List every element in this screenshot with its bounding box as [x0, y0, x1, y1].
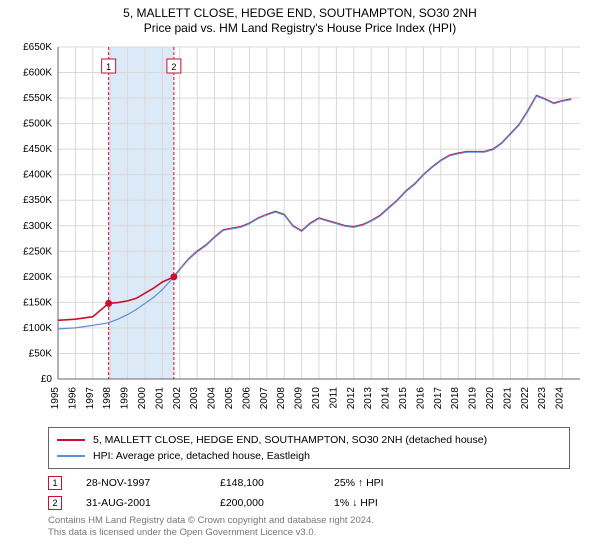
legend-label-hpi: HPI: Average price, detached house, East…	[93, 450, 310, 462]
legend-label-property: 5, MALLETT CLOSE, HEDGE END, SOUTHAMPTON…	[93, 434, 487, 446]
svg-text:2022: 2022	[520, 387, 531, 410]
svg-text:2019: 2019	[468, 387, 479, 410]
marker-hpi-2: 1% ↓ HPI	[334, 497, 424, 509]
svg-text:2004: 2004	[207, 387, 218, 410]
svg-text:1999: 1999	[120, 387, 131, 410]
svg-text:£400K: £400K	[23, 170, 52, 181]
svg-text:£450K: £450K	[23, 144, 52, 155]
marker-price-2: £200,000	[220, 497, 310, 509]
svg-text:£300K: £300K	[23, 221, 52, 232]
svg-text:£50K: £50K	[29, 348, 53, 359]
svg-text:2008: 2008	[276, 387, 287, 410]
title-address: 5, MALLETT CLOSE, HEDGE END, SOUTHAMPTON…	[8, 6, 592, 20]
marker-box-2: 2	[48, 496, 62, 510]
svg-text:2018: 2018	[450, 387, 461, 410]
legend-box: 5, MALLETT CLOSE, HEDGE END, SOUTHAMPTON…	[48, 427, 570, 469]
svg-text:2009: 2009	[294, 387, 305, 410]
svg-text:£650K: £650K	[23, 42, 52, 53]
marker-box-1: 1	[48, 476, 62, 490]
title-block: 5, MALLETT CLOSE, HEDGE END, SOUTHAMPTON…	[0, 0, 600, 37]
chart-container: 5, MALLETT CLOSE, HEDGE END, SOUTHAMPTON…	[0, 0, 600, 560]
svg-text:2023: 2023	[537, 387, 548, 410]
legend-row-property: 5, MALLETT CLOSE, HEDGE END, SOUTHAMPTON…	[57, 432, 561, 448]
svg-text:£200K: £200K	[23, 272, 52, 283]
marker-row-1: 1 28-NOV-1997 £148,100 25% ↑ HPI	[48, 473, 570, 493]
svg-text:2005: 2005	[224, 387, 235, 410]
svg-text:1997: 1997	[85, 387, 96, 410]
svg-text:2012: 2012	[346, 387, 357, 410]
svg-text:£600K: £600K	[23, 68, 52, 79]
svg-text:1998: 1998	[102, 387, 113, 410]
svg-text:2006: 2006	[241, 387, 252, 410]
svg-text:1995: 1995	[50, 387, 61, 410]
svg-text:2011: 2011	[328, 387, 339, 409]
svg-text:2020: 2020	[485, 387, 496, 410]
svg-text:£350K: £350K	[23, 195, 52, 206]
svg-text:2021: 2021	[502, 387, 513, 410]
footnote-line2: This data is licensed under the Open Gov…	[48, 527, 570, 539]
marker-price-1: £148,100	[220, 477, 310, 489]
footnote-line1: Contains HM Land Registry data © Crown c…	[48, 515, 570, 527]
svg-text:£150K: £150K	[23, 297, 52, 308]
svg-text:1996: 1996	[67, 387, 78, 410]
svg-text:£500K: £500K	[23, 119, 52, 130]
svg-text:2024: 2024	[555, 387, 566, 410]
svg-text:2001: 2001	[154, 387, 165, 410]
marker-hpi-1: 25% ↑ HPI	[334, 477, 424, 489]
marker-date-1: 28-NOV-1997	[86, 477, 196, 489]
marker-date-2: 31-AUG-2001	[86, 497, 196, 509]
svg-text:2007: 2007	[259, 387, 270, 410]
marker-row-2: 2 31-AUG-2001 £200,000 1% ↓ HPI	[48, 493, 570, 513]
footnote: Contains HM Land Registry data © Crown c…	[48, 515, 570, 539]
price-chart-svg: £0 £50K £100K £150K £200K £250K £300K £350K £400…	[10, 41, 590, 421]
legend-swatch-property	[57, 439, 85, 441]
svg-text:2017: 2017	[433, 387, 444, 410]
markers-table: 1 28-NOV-1997 £148,100 25% ↑ HPI 2 31-AU…	[48, 473, 570, 513]
chart-area: £0 £50K £100K £150K £200K £250K £300K £350K £400…	[10, 41, 590, 421]
svg-text:2002: 2002	[172, 387, 183, 410]
svg-text:1: 1	[106, 62, 111, 72]
svg-text:£0: £0	[41, 374, 53, 385]
svg-text:£550K: £550K	[23, 93, 52, 104]
svg-text:2003: 2003	[189, 387, 200, 410]
svg-text:2013: 2013	[363, 387, 374, 410]
title-subtitle: Price paid vs. HM Land Registry's House …	[8, 21, 592, 35]
svg-text:2: 2	[171, 62, 176, 72]
svg-text:2015: 2015	[398, 387, 409, 410]
svg-text:2000: 2000	[137, 387, 148, 410]
legend-row-hpi: HPI: Average price, detached house, East…	[57, 448, 561, 464]
svg-text:£250K: £250K	[23, 246, 52, 257]
legend-swatch-hpi	[57, 455, 85, 457]
svg-text:2010: 2010	[311, 387, 322, 410]
svg-text:2016: 2016	[415, 387, 426, 410]
svg-text:2014: 2014	[381, 387, 392, 410]
svg-text:£100K: £100K	[23, 323, 52, 334]
